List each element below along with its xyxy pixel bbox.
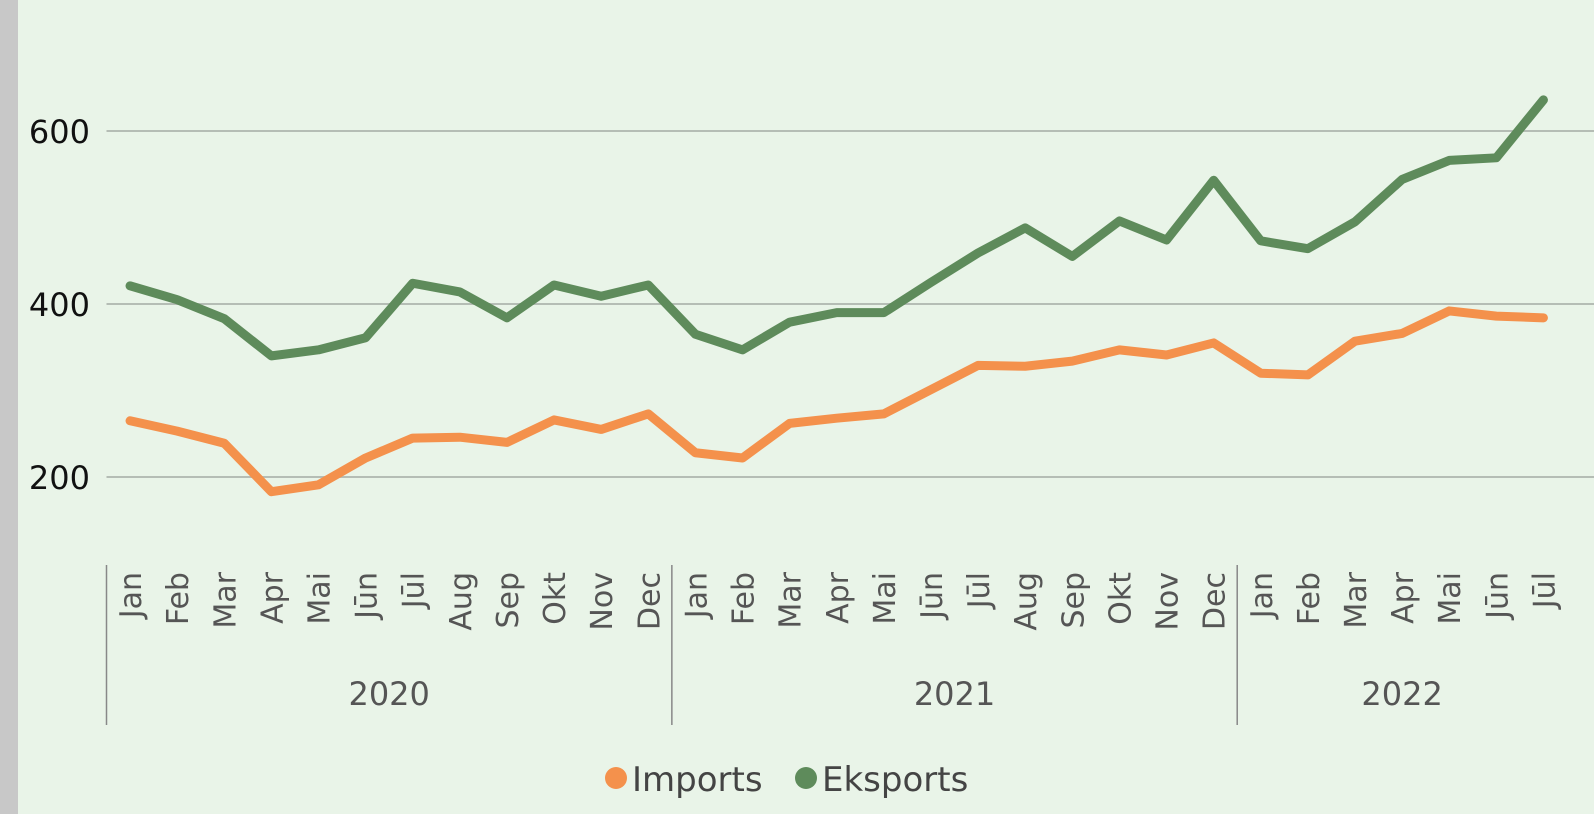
x-tick-label: Mar — [1339, 571, 1374, 628]
legend-label: Imports — [632, 760, 763, 800]
series-line — [125, 306, 1548, 497]
x-tick-label: Sep — [1056, 572, 1091, 629]
x-tick-label: Nov — [1151, 572, 1186, 631]
legend-marker — [605, 767, 627, 789]
x-tick-label: Dec — [1198, 572, 1233, 630]
x-tick-label: Jan — [1245, 572, 1280, 620]
x-tick-label: Nov — [585, 572, 620, 631]
x-tick-label: Jūl — [397, 572, 432, 610]
x-tick-label: Jūn — [1480, 572, 1515, 621]
series-line — [125, 95, 1548, 361]
x-tick-label: Feb — [161, 572, 196, 625]
legend-label: Eksports — [822, 760, 968, 800]
x-tick-label: Sep — [491, 572, 526, 629]
group-label: 2022 — [1361, 675, 1442, 713]
x-tick-label: Mar — [774, 571, 809, 628]
x-tick-label: Jūl — [962, 572, 997, 610]
y-tick-label: 200 — [29, 459, 90, 497]
x-tick-label: Jūn — [350, 572, 385, 621]
x-tick-label: Aug — [1009, 572, 1044, 631]
group-label: 2020 — [348, 675, 429, 713]
x-tick-label: Jan — [679, 572, 714, 620]
x-tick-label: Okt — [538, 572, 573, 625]
side-strip — [0, 0, 18, 814]
x-tick-label: Dec — [632, 572, 667, 630]
x-tick-label: Aug — [444, 572, 479, 631]
x-tick-label: Mar — [208, 571, 243, 628]
x-tick-label: Mai — [868, 572, 903, 625]
x-tick-label: Mai — [1433, 572, 1468, 625]
legend-marker — [795, 767, 817, 789]
x-tick-label: Okt — [1103, 572, 1138, 625]
x-tick-label: Apr — [1386, 571, 1421, 624]
x-tick-label: Feb — [1292, 572, 1327, 625]
x-tick-label: Apr — [821, 571, 856, 624]
x-tick-label: Jūl — [1527, 572, 1562, 610]
x-tick-label: Apr — [255, 571, 290, 624]
x-tick-label: Mai — [303, 572, 338, 625]
y-tick-label: 600 — [29, 113, 90, 151]
x-tick-label: Jūn — [915, 572, 950, 621]
group-label: 2021 — [914, 675, 995, 713]
x-tick-label: Jan — [114, 572, 149, 620]
y-tick-label: 400 — [29, 286, 90, 324]
x-tick-label: Feb — [727, 572, 762, 625]
